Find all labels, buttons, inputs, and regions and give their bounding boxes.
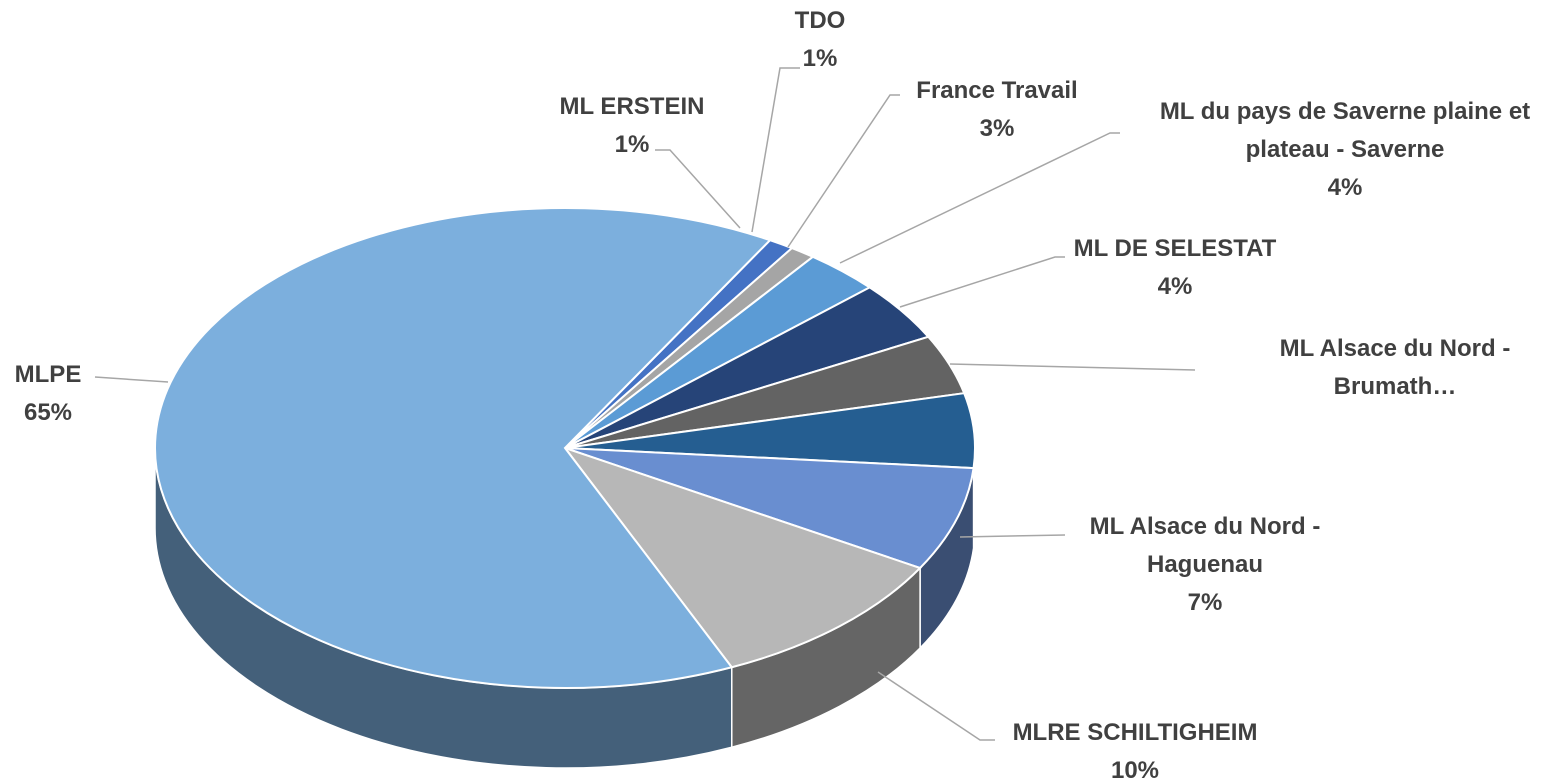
data-label: ML Alsace du Nord - Brumath… bbox=[1260, 330, 1530, 406]
leader-line bbox=[899, 256, 1065, 308]
value-label: 1% bbox=[802, 45, 838, 72]
category-label: ML du pays de Saverne plaine et plateau … bbox=[1159, 98, 1531, 163]
leader-line bbox=[94, 376, 169, 383]
category-label: MLRE SCHILTIGHEIM bbox=[1012, 719, 1258, 746]
leader-line bbox=[751, 67, 800, 233]
leader-line bbox=[839, 132, 1120, 264]
category-label: ML Alsace du Nord - Brumath… bbox=[1279, 335, 1511, 400]
leader-line bbox=[959, 534, 1066, 538]
data-label: France Travail 3% bbox=[887, 72, 1107, 148]
data-label: TDO 1% bbox=[760, 2, 880, 78]
slice bbox=[564, 447, 975, 570]
category-label: ML ERSTEIN bbox=[559, 93, 705, 120]
value-label: 65% bbox=[23, 399, 73, 426]
value-label: 7% bbox=[1187, 589, 1223, 616]
data-label: MLPE 65% bbox=[0, 356, 108, 432]
data-label: ML du pays de Saverne plaine et plateau … bbox=[1120, 93, 1565, 207]
category-label: TDO bbox=[794, 7, 846, 34]
value-label: 10% bbox=[1110, 757, 1160, 783]
category-label: MLPE bbox=[14, 361, 82, 388]
category-label: ML DE SELESTAT bbox=[1073, 235, 1277, 262]
value-label: 3% bbox=[979, 115, 1015, 142]
data-label: ML Alsace du Nord - Haguenau 7% bbox=[1060, 508, 1350, 622]
leader-line bbox=[655, 149, 741, 229]
data-label: MLRE SCHILTIGHEIM 10% bbox=[985, 714, 1285, 783]
data-label: ML DE SELESTAT 4% bbox=[1045, 230, 1305, 306]
leader-line bbox=[787, 94, 900, 248]
data-label: ML ERSTEIN 1% bbox=[522, 88, 742, 164]
category-label: ML Alsace du Nord - Haguenau bbox=[1089, 513, 1321, 578]
slice bbox=[562, 446, 922, 669]
category-label: France Travail bbox=[916, 77, 1078, 104]
value-label: 4% bbox=[1327, 174, 1363, 201]
leader-line bbox=[949, 363, 1196, 371]
leader-line bbox=[877, 671, 995, 741]
value-label: 1% bbox=[614, 131, 650, 158]
slice bbox=[154, 207, 772, 689]
value-label: 4% bbox=[1157, 273, 1193, 300]
